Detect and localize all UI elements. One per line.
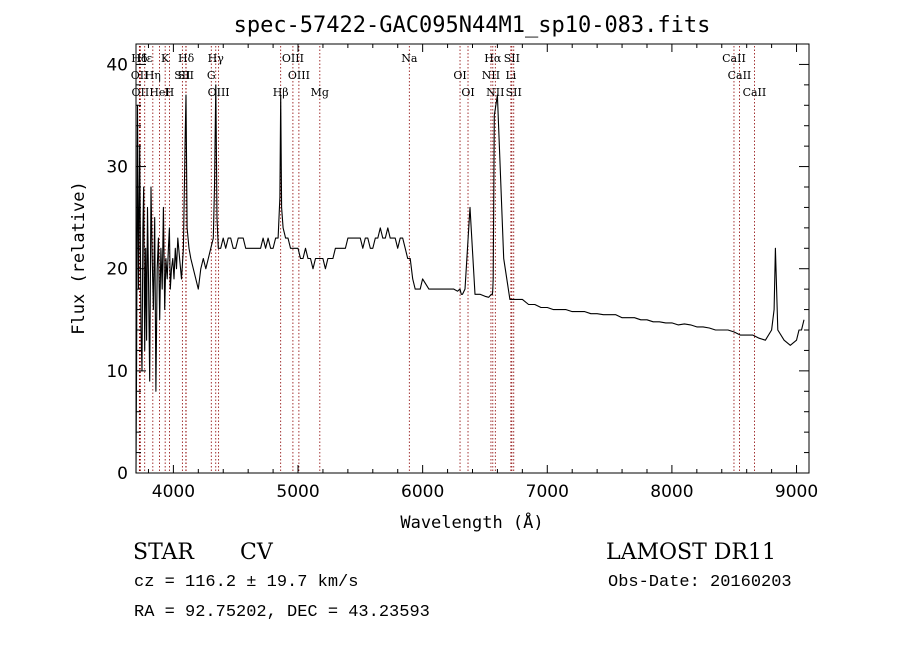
y-tick-label: 40 <box>106 55 128 75</box>
survey-name: LAMOST DR11 <box>606 540 776 565</box>
object-subclass: CV <box>240 540 273 565</box>
redshift-velocity: cz = 116.2 ± 19.7 km/s <box>134 573 359 592</box>
y-tick-label: 0 <box>117 464 128 484</box>
object-class: STAR <box>133 540 194 565</box>
line-marker-label: OII <box>131 69 149 82</box>
line-marker-label: Hε <box>137 52 153 65</box>
ra-dec-coordinates: RA = 92.75202, DEC = 43.23593 <box>134 603 430 622</box>
line-marker-label: G <box>207 69 216 82</box>
line-marker-label: Hβ <box>273 86 289 99</box>
line-marker-label: K <box>161 52 170 65</box>
line-marker-label: HeI <box>149 86 169 99</box>
spectral-line-labels: HδOIIOIIHεHηHeIKSIIHHδSIIOIIIHγGHβOIIIOI… <box>131 52 766 99</box>
x-axis-ticks: 4000 5000 6000 7000 8000 9000 <box>147 44 818 502</box>
line-marker-label: CaII <box>728 69 752 82</box>
line-marker-label: NII <box>482 69 500 82</box>
line-marker-label: SII <box>178 69 194 82</box>
spectrum-line <box>135 84 805 474</box>
x-tick-label: 7000 <box>526 482 569 502</box>
line-marker-label: SII <box>506 86 522 99</box>
line-marker-label: Mg <box>311 86 329 99</box>
observation-date: Obs-Date: 20160203 <box>608 573 792 592</box>
line-marker-label: OIII <box>208 86 230 99</box>
x-tick-label: 5000 <box>276 482 319 502</box>
y-tick-label: 20 <box>106 260 128 280</box>
line-marker-label: CaII <box>722 52 746 65</box>
line-marker-label: Hα <box>484 52 502 65</box>
line-marker-label: SII <box>174 69 190 82</box>
line-marker-label: OI <box>461 86 474 99</box>
x-tick-label: 6000 <box>401 482 444 502</box>
line-marker-label: Na <box>401 52 418 65</box>
x-tick-label: 9000 <box>775 482 818 502</box>
x-axis-label: Wavelength (Å) <box>400 511 543 533</box>
y-axis-label: Flux (relative) <box>69 181 89 335</box>
line-marker-label: Hδ <box>131 52 148 65</box>
spectral-line-markers <box>138 46 755 473</box>
line-marker-label: Hδ <box>178 52 195 65</box>
chart-title: spec-57422-GAC095N44M1_sp10-083.fits <box>234 13 711 38</box>
y-tick-label: 30 <box>106 158 128 178</box>
line-marker-label: H <box>165 86 175 99</box>
x-tick-label: 4000 <box>152 482 195 502</box>
line-marker-label: Hγ <box>208 52 225 65</box>
line-marker-label: Hη <box>145 69 161 82</box>
y-tick-label: 10 <box>106 362 128 382</box>
line-marker-label: OIII <box>288 69 310 82</box>
line-marker-label: OI <box>453 69 466 82</box>
line-marker-label: CaII <box>743 86 767 99</box>
line-marker-label: Li <box>505 69 516 82</box>
spectrum-series <box>135 84 805 474</box>
x-tick-label: 8000 <box>650 482 693 502</box>
line-marker-label: OIII <box>282 52 304 65</box>
line-marker-label: SII <box>504 52 520 65</box>
y-axis-ticks: 0 10 20 30 40 <box>106 43 809 484</box>
line-marker-label: NII <box>486 86 504 99</box>
line-marker-label: OII <box>132 86 150 99</box>
